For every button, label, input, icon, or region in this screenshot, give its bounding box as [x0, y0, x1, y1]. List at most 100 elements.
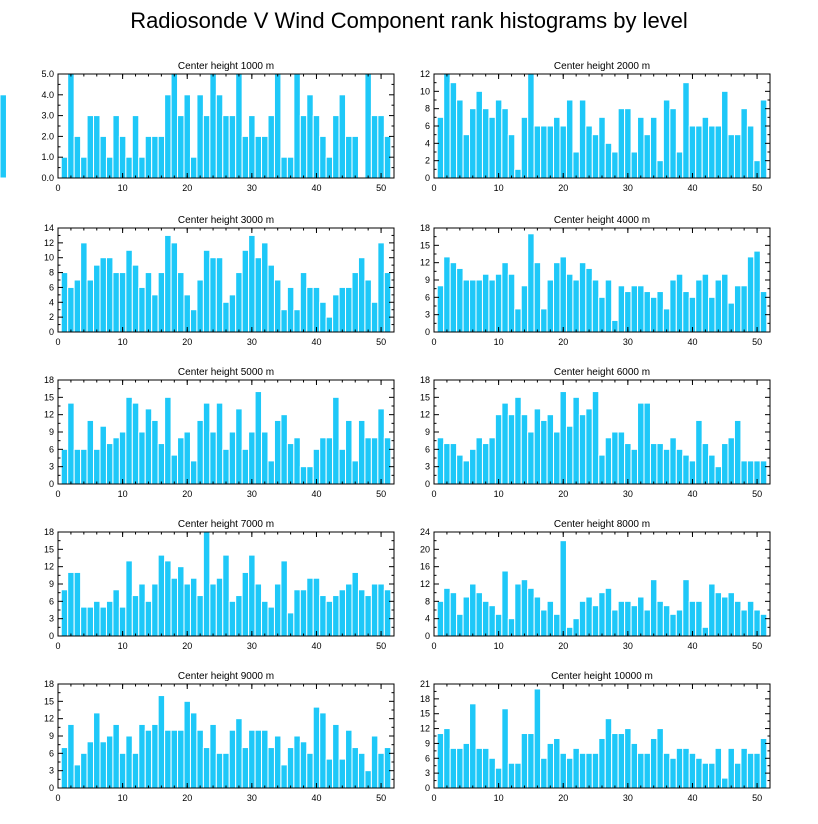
histogram-bar: [125, 396, 133, 485]
histogram-bar: [759, 99, 768, 179]
histogram-bar: [443, 587, 451, 637]
histogram-bar: [643, 402, 651, 485]
histogram-bar: [733, 419, 742, 485]
histogram-bar: [565, 425, 574, 485]
histogram-bar: [228, 294, 237, 333]
histogram-bar: [177, 729, 185, 789]
histogram-bar: [338, 448, 347, 485]
histogram-bar: [565, 757, 574, 789]
histogram-bar: [273, 583, 282, 637]
histogram-bar: [553, 116, 561, 179]
histogram-bar: [86, 419, 95, 485]
x-tick-label: 50: [752, 183, 762, 193]
histogram-bar: [611, 431, 619, 485]
histogram-bar: [469, 448, 477, 485]
histogram-panel: Center height 6000 m 0 10 20 30 40 50 0 3 6 9 12 15 1…: [420, 367, 771, 499]
histogram-bar: [604, 279, 613, 333]
histogram-bar: [527, 431, 535, 485]
histogram-bar: [170, 73, 179, 179]
histogram-bar: [727, 302, 735, 333]
histogram-bar: [332, 294, 340, 333]
x-tick-label: 40: [687, 337, 697, 347]
histogram-bar: [280, 764, 288, 789]
histogram-bar: [688, 296, 697, 333]
histogram-bar: [559, 125, 567, 179]
histogram-bar: [714, 592, 723, 637]
histogram-bar: [170, 577, 179, 637]
histogram-bar: [248, 115, 256, 179]
histogram-bar: [312, 115, 321, 179]
histogram-bar: [267, 460, 275, 485]
histogram-bar: [604, 142, 613, 179]
histogram-bar: [501, 402, 509, 485]
y-tick-label: 9: [49, 731, 54, 741]
x-tick-label: 30: [623, 183, 633, 193]
histogram-bar: [688, 752, 697, 789]
histogram-bar: [299, 272, 308, 333]
histogram-bar: [740, 285, 748, 333]
histogram-bar: [118, 135, 127, 179]
histogram-bar: [449, 747, 458, 789]
histogram-bar: [105, 156, 114, 179]
histogram-bar: [357, 752, 366, 789]
histogram-bar: [164, 94, 172, 179]
histogram-bar: [222, 554, 230, 637]
histogram-bar: [488, 279, 496, 333]
histogram-bar: [624, 443, 632, 485]
x-tick-label: 50: [752, 641, 762, 651]
y-tick-label: 12: [420, 258, 430, 268]
histogram-bar: [164, 729, 172, 789]
histogram-bar: [449, 262, 458, 333]
histogram-bar: [740, 108, 748, 179]
histogram-bar: [436, 285, 445, 333]
histogram-bar: [345, 286, 353, 333]
x-tick-label: 0: [55, 337, 60, 347]
histogram-bar: [617, 733, 626, 789]
histogram-bar: [370, 735, 379, 789]
y-tick-label: 8: [425, 104, 430, 114]
histogram-bar: [177, 272, 185, 333]
histogram-bar: [514, 168, 522, 179]
histogram-bar: [215, 94, 224, 179]
x-tick-label: 40: [687, 183, 697, 193]
y-tick-label: 12: [420, 724, 430, 734]
x-tick-label: 10: [118, 183, 128, 193]
histogram-bar: [364, 770, 372, 789]
histogram-bar: [669, 757, 677, 789]
histogram-bar: [649, 116, 658, 179]
histogram-bar: [248, 729, 256, 789]
y-tick-label: 6: [49, 282, 54, 292]
histogram-bar: [93, 448, 101, 485]
histogram-bar: [125, 735, 133, 789]
histogram-bar: [708, 583, 716, 637]
histogram-bar: [377, 242, 385, 333]
x-tick-label: 10: [494, 793, 504, 803]
x-tick-label: 30: [247, 489, 257, 499]
panel-title: Center height 6000 m: [554, 367, 650, 378]
y-tick-label: 10: [420, 86, 430, 96]
histogram-bar: [73, 279, 82, 333]
histogram-bar: [209, 73, 217, 179]
histogram-bar: [93, 115, 101, 179]
y-tick-label: 2.0: [41, 131, 54, 141]
y-tick-label: 4: [425, 614, 430, 624]
panel-title: Center height 2000 m: [554, 61, 650, 72]
x-tick-label: 0: [431, 489, 436, 499]
histogram-bar: [273, 419, 282, 485]
x-tick-label: 50: [376, 641, 386, 651]
y-tick-label: 12: [420, 410, 430, 420]
histogram-bar: [248, 431, 256, 485]
x-tick-label: 0: [55, 489, 60, 499]
histogram-bar: [727, 134, 735, 179]
histogram-bar: [306, 577, 314, 637]
histogram-bar: [222, 115, 230, 179]
y-tick-label: 0.0: [41, 173, 54, 183]
histogram-bar: [99, 606, 107, 637]
x-tick-label: 0: [431, 641, 436, 651]
histogram-bar: [196, 729, 204, 789]
x-tick-label: 50: [752, 337, 762, 347]
histogram-bar: [572, 618, 580, 637]
histogram-bar: [151, 419, 159, 485]
histogram-bar: [73, 764, 82, 789]
histogram-bar: [675, 747, 684, 789]
